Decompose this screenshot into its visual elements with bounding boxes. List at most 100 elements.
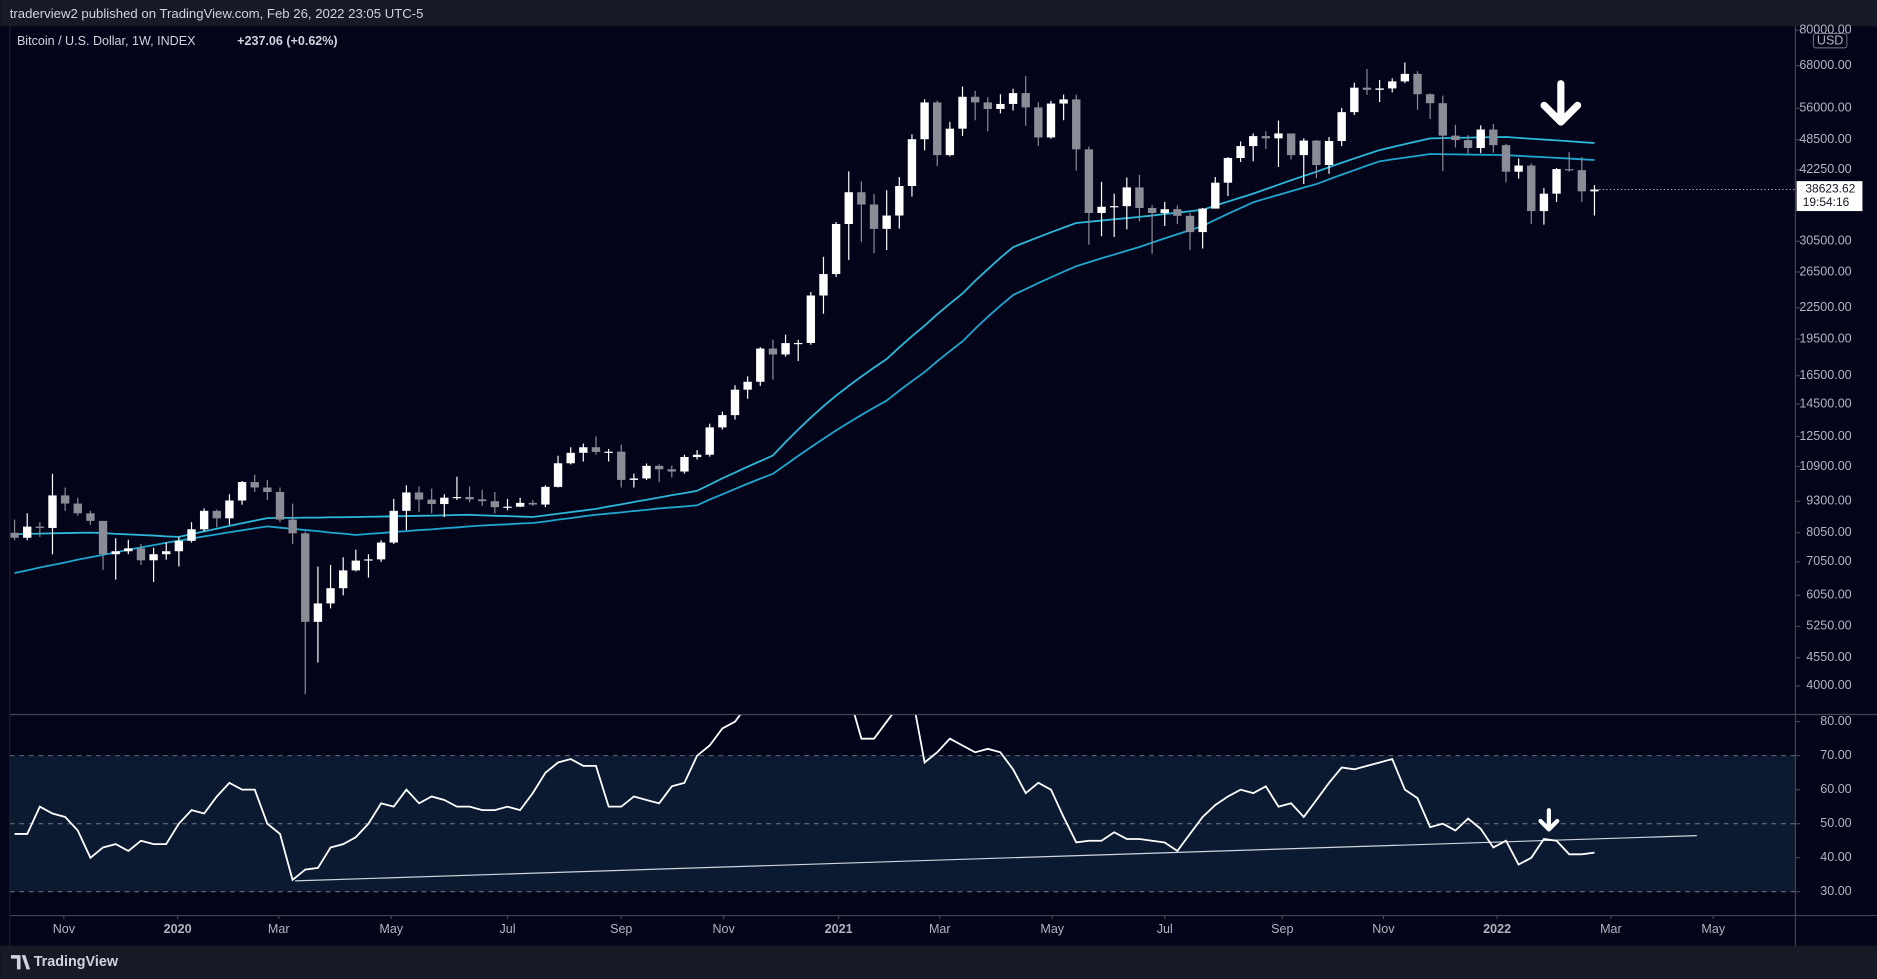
candle-body — [1312, 140, 1321, 166]
x-tick-label: May — [379, 922, 403, 936]
candle-body — [1249, 136, 1258, 147]
candle-body — [718, 415, 727, 428]
candle-body — [1337, 112, 1346, 142]
candle-body — [225, 500, 234, 519]
y-tick-label: 5250.00 — [1806, 619, 1851, 633]
candle-body — [503, 506, 512, 508]
y-tick-label: 26500.00 — [1799, 264, 1851, 278]
candle-body — [1286, 133, 1296, 156]
candle-body — [819, 274, 828, 296]
candle-body — [1476, 129, 1485, 148]
candle-body — [642, 465, 651, 479]
y-tick-label: 7050.00 — [1806, 554, 1851, 568]
candle-body — [983, 102, 992, 109]
candle-body — [136, 548, 146, 561]
price-tag-countdown: 19:54:16 — [1803, 195, 1850, 209]
price-tag — [1796, 181, 1863, 212]
y-tick-label: 40.00 — [1820, 850, 1851, 864]
y-tick-label: 8050.00 — [1806, 525, 1851, 539]
candle-body — [199, 510, 209, 530]
x-tick-label: Nov — [53, 922, 76, 936]
price-tag-value: 38623.62 — [1805, 182, 1855, 196]
candle-body — [1552, 169, 1561, 194]
candle-body — [478, 499, 487, 502]
x-tick-label: Sep — [1271, 922, 1293, 936]
candle-body — [680, 457, 689, 472]
x-tick-label: Mar — [929, 922, 951, 936]
candle-body — [1489, 129, 1498, 146]
y-tick-label: 6050.00 — [1806, 588, 1851, 602]
candle-body — [1097, 206, 1106, 213]
y-tick-label: 30.00 — [1820, 884, 1851, 898]
candle-body — [1590, 189, 1599, 192]
candle-body — [1388, 81, 1397, 89]
y-tick-label: 19500.00 — [1799, 331, 1851, 345]
y-tick-label: 80.00 — [1820, 714, 1851, 728]
candle-body — [617, 451, 626, 480]
candle-body — [1147, 207, 1157, 213]
candle-body — [402, 492, 411, 511]
candle-body — [1109, 206, 1119, 208]
candle-body — [1034, 107, 1043, 138]
candle-body — [1021, 93, 1030, 108]
candle-body — [958, 96, 967, 129]
x-tick-label: Sep — [610, 922, 632, 936]
candle-body — [187, 529, 196, 541]
candle-body — [376, 542, 386, 560]
candle-body — [1236, 146, 1245, 159]
candle-body — [591, 447, 601, 452]
candle-body — [86, 513, 95, 521]
currency-label: USD — [1817, 34, 1844, 48]
candle-body — [629, 478, 639, 480]
candle-body — [541, 486, 550, 505]
candle-body — [1362, 87, 1372, 90]
candle-body — [1173, 209, 1182, 216]
candle-body — [857, 192, 866, 205]
x-tick-label: 2021 — [825, 922, 853, 936]
candle-body — [23, 526, 32, 538]
candle-body — [579, 447, 588, 453]
candle-body — [1413, 73, 1422, 95]
y-tick-label: 60.00 — [1820, 782, 1851, 796]
moving-average — [14, 153, 1595, 574]
y-tick-label: 48500.00 — [1799, 132, 1851, 146]
candle-body — [528, 502, 537, 505]
candle-body — [895, 186, 904, 216]
candle-body — [301, 533, 310, 622]
rsi-layer — [9, 714, 1796, 893]
candle-body — [844, 192, 853, 224]
candle-body — [1527, 165, 1536, 212]
candle-body — [250, 482, 259, 488]
candle-body — [553, 463, 563, 487]
candle-body — [1274, 133, 1283, 139]
candle-body — [781, 343, 790, 355]
candle-body — [1564, 169, 1574, 171]
candle-body — [768, 348, 778, 355]
byline: traderview2 published on TradingView.com… — [10, 6, 424, 21]
candle-body — [920, 102, 929, 140]
candle-body — [313, 603, 323, 622]
candle-body — [1160, 209, 1169, 213]
candle-body — [654, 465, 664, 470]
candle-body — [1438, 103, 1447, 136]
candle-body — [111, 551, 120, 555]
candle-body — [60, 495, 70, 504]
x-tick-label: 2022 — [1483, 922, 1511, 936]
candle-body — [794, 342, 803, 345]
candle-body — [162, 551, 171, 555]
candle-body — [604, 451, 613, 453]
header-bar — [0, 0, 1877, 27]
candle-body — [1211, 182, 1220, 209]
change-label: +237.06 (+0.62%) — [237, 34, 337, 48]
candle-body — [149, 554, 158, 561]
candle-body — [1324, 141, 1334, 166]
candle-body — [237, 482, 247, 501]
candle-body — [692, 454, 702, 458]
x-tick-label: May — [1701, 922, 1725, 936]
y-tick-label: 42250.00 — [1799, 162, 1851, 176]
candle-body — [351, 560, 361, 571]
candle-body — [414, 492, 424, 500]
y-tick-label: 9300.00 — [1806, 494, 1851, 508]
candle-body — [174, 540, 184, 552]
